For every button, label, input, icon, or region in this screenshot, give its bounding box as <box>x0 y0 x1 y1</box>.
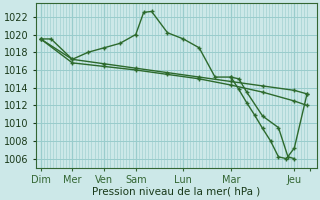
X-axis label: Pression niveau de la mer( hPa ): Pression niveau de la mer( hPa ) <box>92 187 260 197</box>
